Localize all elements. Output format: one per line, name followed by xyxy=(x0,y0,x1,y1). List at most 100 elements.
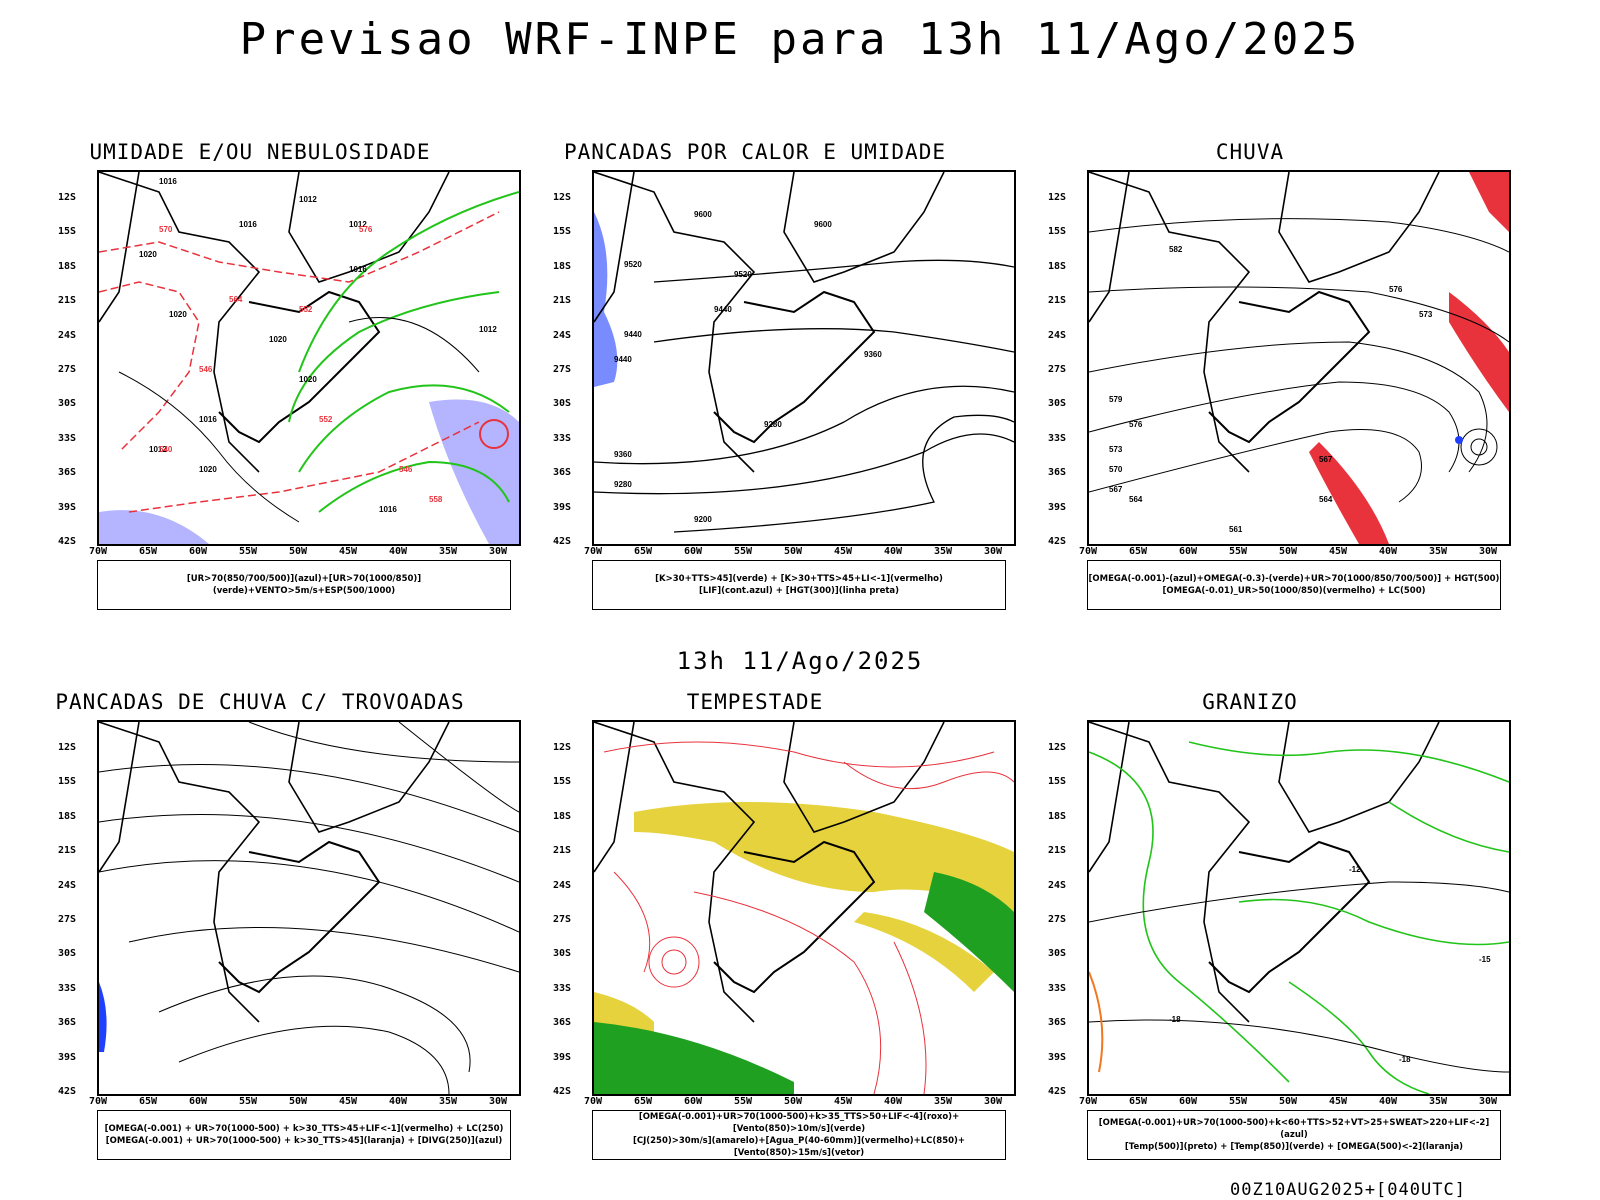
legend-line: [OMEGA(-0.01)_UR>50(1000/850)(vermelho) … xyxy=(1162,586,1426,596)
panel-thunderstorm-showers: PANCADAS DE CHUVA C/ TROVOADAS 12S 15S 1… xyxy=(0,690,521,1190)
panel-heat-showers: PANCADAS POR CALOR E UMIDADE 9600 9600 952… xyxy=(495,140,1016,640)
lat-label: 15S xyxy=(553,226,572,237)
lon-label: 50W xyxy=(784,1096,803,1107)
lat-label: 18S xyxy=(553,261,572,272)
contour-label: 1016 xyxy=(159,177,177,186)
lon-label: 70W xyxy=(1079,1096,1098,1107)
lat-label: 42S xyxy=(58,1086,77,1097)
legend-line: [OMEGA(-0.001) + UR>70(1000-500) + k>30_… xyxy=(105,1136,503,1146)
lon-label: 50W xyxy=(1279,1096,1298,1107)
contour-label: 564 xyxy=(1319,495,1333,504)
lon-label: 30W xyxy=(984,1096,1003,1107)
map-humidity: 1016 1012 1016 1012 1020 1016 1020 1020 1020 1016… xyxy=(97,170,521,546)
lon-label: 55W xyxy=(1229,1096,1248,1107)
legend-line: [OMEGA(-0.001)+UR>70(1000-500)+k<60+TTS>… xyxy=(1098,1118,1490,1140)
lat-label: 27S xyxy=(1048,914,1067,925)
panel-legend: [K>30+TTS>45](verde) + [K>30+TTS>45+LI<-… xyxy=(592,560,1006,610)
lon-label: 55W xyxy=(734,546,753,557)
lon-label: 40W xyxy=(884,546,903,557)
lat-label: 33S xyxy=(58,433,77,444)
lat-label: 27S xyxy=(553,914,572,925)
lat-label: 27S xyxy=(58,914,77,925)
contour-label: 1012 xyxy=(349,220,367,229)
lat-label: 42S xyxy=(1048,1086,1067,1097)
rain-map-svg: 582 579 576 573 570 567 564 561 576 573 567 564 xyxy=(1089,172,1509,544)
lat-label: 36S xyxy=(58,467,77,478)
panel-humidity: UMIDADE E/OU NEBULOSIDADE 1016 1012 1016 10… xyxy=(0,140,521,640)
lon-label: 70W xyxy=(584,546,603,557)
contour-label: 573 xyxy=(1109,445,1123,454)
panel-legend: [UR>70(850/700/500)](azul)+[UR>70(1000/8… xyxy=(97,560,511,610)
lat-label: 18S xyxy=(58,811,77,822)
lat-label: 21S xyxy=(1048,295,1067,306)
lat-label: 24S xyxy=(553,880,572,891)
lon-label: 40W xyxy=(884,1096,903,1107)
panel-title: UMIDADE E/OU NEBULOSIDADE xyxy=(89,140,431,164)
lat-label: 24S xyxy=(58,330,77,341)
panel-title: GRANIZO xyxy=(1202,690,1298,714)
mid-title: 13h 11/Ago/2025 xyxy=(676,647,924,675)
lat-label: 39S xyxy=(553,502,572,513)
lon-label: 65W xyxy=(1129,546,1148,557)
contour-label: 564 xyxy=(229,295,243,304)
lon-label: 45W xyxy=(834,1096,853,1107)
contour-label: 9520 xyxy=(624,260,642,269)
contour-label: 564 xyxy=(1129,495,1143,504)
lon-label: 30W xyxy=(1479,1096,1498,1107)
contour-label: 1020 xyxy=(299,375,317,384)
lat-label: 24S xyxy=(553,330,572,341)
lat-label: 36S xyxy=(553,467,572,478)
contour-label: 9280 xyxy=(614,480,632,489)
contour-label: 1020 xyxy=(199,465,217,474)
contour-label: 9280 xyxy=(764,420,782,429)
contour-label: 582 xyxy=(1169,245,1183,254)
lon-label: 30W xyxy=(984,546,1003,557)
lon-label: 45W xyxy=(834,546,853,557)
map-rain: 582 579 576 573 570 567 564 561 576 573 567 564 xyxy=(1087,170,1511,546)
lat-label: 39S xyxy=(58,1052,77,1063)
contour-label: -18 xyxy=(1169,1015,1181,1024)
panel-title: TEMPESTADE xyxy=(686,690,824,714)
contour-label: 1020 xyxy=(169,310,187,319)
map-storm xyxy=(592,720,1016,1096)
lat-label: 30S xyxy=(58,948,77,959)
lat-label: 18S xyxy=(58,261,77,272)
panel-title: PANCADAS DE CHUVA C/ TROVOADAS xyxy=(55,690,465,714)
contour-label: 1020 xyxy=(139,250,157,259)
lat-label: 12S xyxy=(1048,192,1067,203)
lon-label: 60W xyxy=(189,1096,208,1107)
contour-label: 576 xyxy=(1389,285,1403,294)
hail-map-svg: -12 -15 -18 -18 xyxy=(1089,722,1509,1094)
lon-label: 40W xyxy=(389,1096,408,1107)
lat-label: 33S xyxy=(1048,983,1067,994)
humidity-map-svg: 1016 1012 1016 1012 1020 1016 1020 1020 1020 1016… xyxy=(99,172,519,544)
lat-label: 18S xyxy=(553,811,572,822)
lat-label: 42S xyxy=(553,536,572,547)
lat-label: 39S xyxy=(553,1052,572,1063)
lon-label: 55W xyxy=(239,1096,258,1107)
panel-title: CHUVA xyxy=(1215,140,1285,164)
legend-line: [CJ(250)>30m/s](amarelo)+[Agua_P(40-60mm… xyxy=(632,1136,966,1158)
lat-label: 27S xyxy=(553,364,572,375)
lat-label: 33S xyxy=(58,983,77,994)
lon-label: 35W xyxy=(1429,546,1448,557)
lon-label: 55W xyxy=(734,1096,753,1107)
contour-label: -12 xyxy=(1349,865,1361,874)
lat-label: 42S xyxy=(1048,536,1067,547)
lat-label: 21S xyxy=(58,845,77,856)
lat-label: 18S xyxy=(1048,261,1067,272)
map-thunderstorm-showers xyxy=(97,720,521,1096)
panel-rain: CHUVA 582 579 576 573 570 567 564 561 576 573 567 5… xyxy=(990,140,1511,640)
contour-label: 1016 xyxy=(379,505,397,514)
lat-label: 15S xyxy=(1048,776,1067,787)
legend-line: [UR>70(850/700/500)](azul)+[UR>70(1000/8… xyxy=(186,574,422,596)
contour-label: 1016 xyxy=(199,415,217,424)
lat-label: 12S xyxy=(58,742,77,753)
lon-label: 50W xyxy=(289,1096,308,1107)
lat-label: 33S xyxy=(553,433,572,444)
lat-label: 12S xyxy=(58,192,77,203)
lon-label: 65W xyxy=(139,1096,158,1107)
lat-label: 15S xyxy=(58,776,77,787)
contour-label: 9200 xyxy=(694,515,712,524)
lat-label: 12S xyxy=(553,192,572,203)
